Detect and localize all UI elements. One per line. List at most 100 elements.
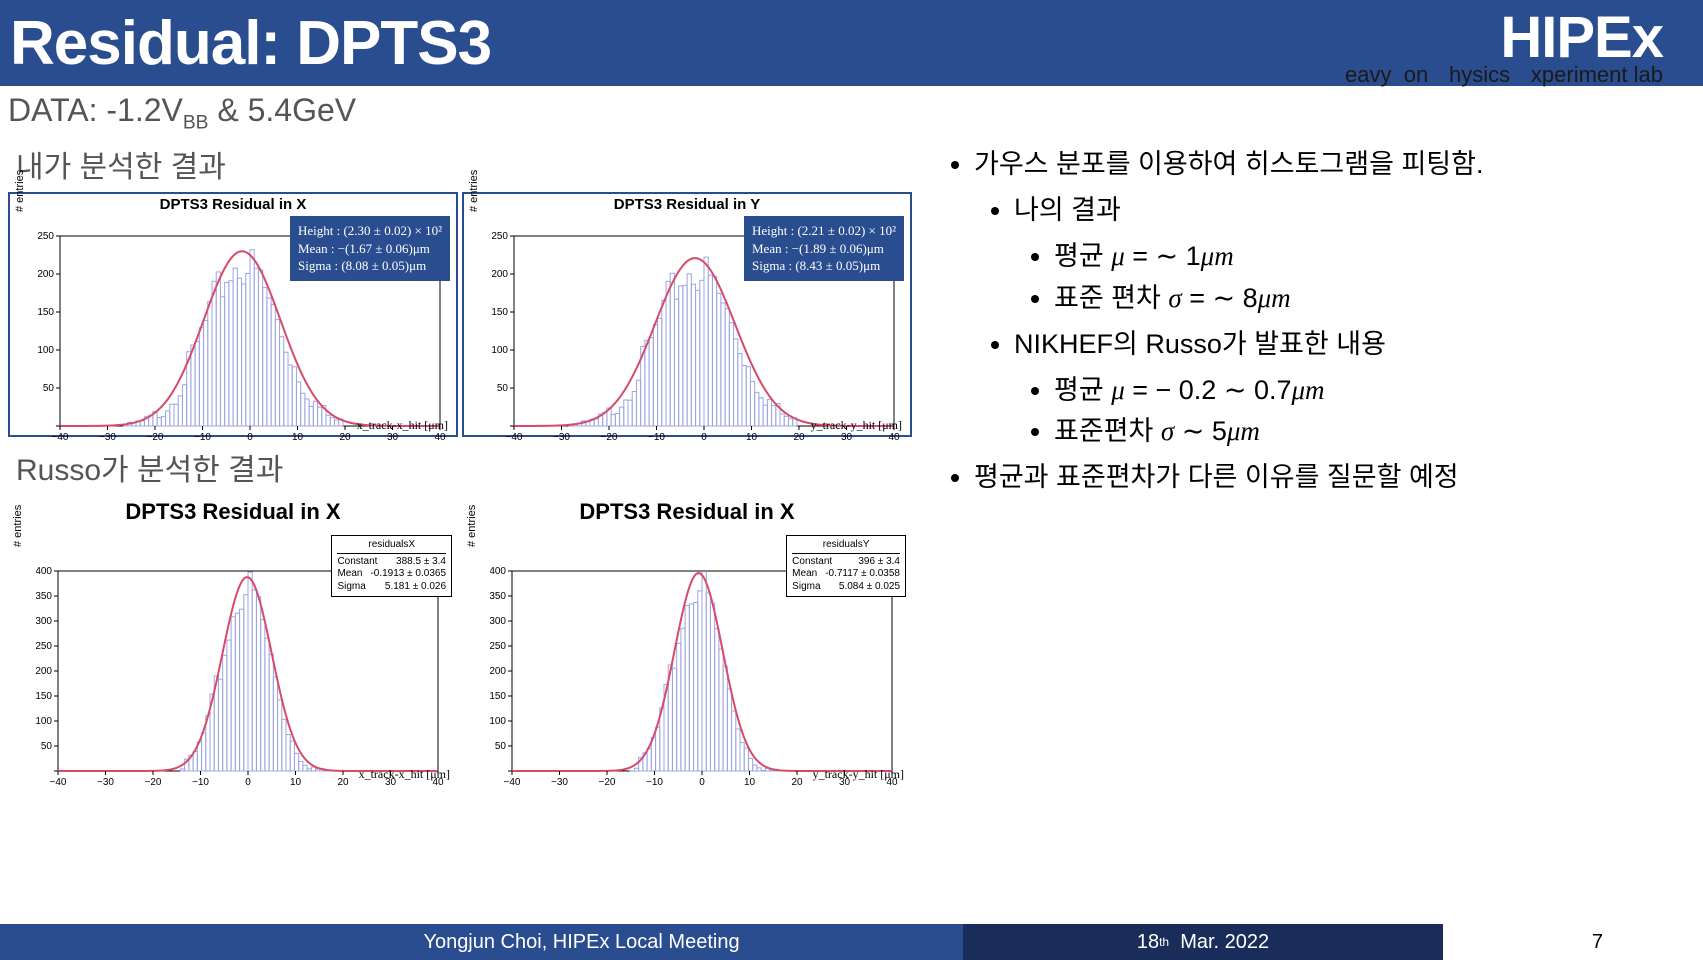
svg-text:−40: −40	[50, 777, 67, 788]
svg-text:100: 100	[490, 716, 506, 727]
svg-text:−10: −10	[194, 432, 211, 443]
svg-text:200: 200	[36, 666, 52, 677]
footer-page: 7	[1443, 924, 1703, 960]
svg-text:200: 200	[490, 666, 506, 677]
svg-text:350: 350	[490, 591, 506, 602]
svg-text:−20: −20	[601, 432, 618, 443]
bullet-1b2: 표준편차 σ ∼ 5μm	[1054, 411, 1673, 453]
svg-text:400: 400	[490, 566, 506, 577]
svg-text:200: 200	[492, 269, 508, 280]
svg-text:150: 150	[36, 691, 52, 702]
bullet-2: 평균과 표준편차가 다른 이유를 질문할 예정	[974, 457, 1673, 499]
svg-text:20: 20	[791, 777, 803, 788]
chart-title: DPTS3 Residual in Y	[464, 196, 910, 213]
svg-text:0: 0	[245, 777, 251, 788]
fit-results-box: Height : (2.21 ± 0.02) × 10²Mean : −(1.8…	[744, 216, 904, 281]
svg-text:50: 50	[495, 741, 507, 752]
bullet-1b1: 평균 μ = − 0.2 ∼ 0.7μm	[1054, 370, 1673, 412]
x-axis-label: x_track-x_hit [μm]	[359, 767, 450, 782]
svg-text:−30: −30	[551, 777, 568, 788]
y-axis-label: # entries	[14, 170, 26, 212]
x-axis-label: y_track-y_hit [μm]	[811, 418, 902, 433]
bullet-1a: 나의 결과	[1014, 190, 1673, 232]
svg-text:−30: −30	[97, 777, 114, 788]
x-axis-label: y_track-y_hit [μm]	[813, 767, 904, 782]
charts-column: 내가 분석한 결과 DPTS3 Residual in X# entries−4…	[0, 134, 920, 784]
bullet-1: 가우스 분포를 이용하여 히스토그램을 피팅함.	[974, 144, 1673, 186]
svg-text:50: 50	[43, 383, 55, 394]
svg-text:100: 100	[492, 345, 508, 356]
my-chart-row: DPTS3 Residual in X# entries−40−30−20−10…	[8, 192, 920, 437]
svg-text:50: 50	[41, 741, 53, 752]
notes-column: 가우스 분포를 이용하여 히스토그램을 피팅함. 나의 결과 평균 μ = ∼ …	[920, 134, 1703, 784]
logo-subtitle: Heavy Ion Physics Experiment lab	[1329, 62, 1663, 88]
bullet-1a1: 평균 μ = ∼ 1μm	[1054, 236, 1673, 278]
svg-text:30: 30	[387, 432, 399, 443]
russo-chart: # entries−40−30−20−100102030405010015020…	[462, 529, 912, 784]
svg-text:−10: −10	[648, 432, 665, 443]
svg-text:20: 20	[337, 777, 349, 788]
svg-text:−10: −10	[192, 777, 209, 788]
svg-text:−40: −40	[52, 432, 69, 443]
chart-title: DPTS3 Residual in X	[10, 196, 456, 213]
lab-logo: HIPEx Heavy Ion Physics Experiment lab	[1329, 12, 1663, 88]
svg-text:−20: −20	[147, 432, 164, 443]
y-axis-label: # entries	[468, 170, 480, 212]
russo-title-y: DPTS3 Residual in X	[462, 499, 912, 525]
fit-results-box: Height : (2.30 ± 0.02) × 10²Mean : −(1.6…	[290, 216, 450, 281]
svg-text:0: 0	[699, 777, 705, 788]
my-chart: DPTS3 Residual in Y# entries−40−30−20−10…	[462, 192, 912, 437]
data-conditions: DATA: -1.2VBB & 5.4GeV	[0, 86, 1703, 134]
svg-text:−30: −30	[99, 432, 116, 443]
svg-text:250: 250	[38, 231, 54, 242]
svg-text:150: 150	[492, 307, 508, 318]
bullet-1b: NIKHEF의 Russo가 발표한 내용	[1014, 324, 1673, 366]
slide-title: Residual: DPTS3	[10, 8, 491, 79]
svg-text:150: 150	[38, 307, 54, 318]
bullet-list: 가우스 분포를 이용하여 히스토그램을 피팅함. 나의 결과 평균 μ = ∼ …	[940, 144, 1673, 499]
svg-text:40: 40	[434, 432, 446, 443]
stats-box: residualsXConstant388.5 ± 3.4Mean-0.1913…	[331, 535, 452, 597]
svg-text:300: 300	[490, 616, 506, 627]
russo-chart-row: # entries−40−30−20−100102030405010015020…	[8, 525, 920, 784]
footer-date: 18th Mar. 2022	[963, 924, 1443, 960]
svg-text:10: 10	[290, 777, 302, 788]
svg-text:10: 10	[292, 432, 304, 443]
y-axis-label: # entries	[12, 505, 24, 547]
y-axis-label: # entries	[466, 505, 478, 547]
svg-text:150: 150	[490, 691, 506, 702]
svg-text:−40: −40	[506, 432, 523, 443]
bullet-1a2: 표준 편차 σ = ∼ 8μm	[1054, 278, 1673, 320]
svg-text:100: 100	[36, 716, 52, 727]
footer-spacer	[0, 924, 200, 960]
svg-text:200: 200	[38, 269, 54, 280]
svg-text:0: 0	[701, 432, 707, 443]
svg-text:−20: −20	[145, 777, 162, 788]
svg-text:300: 300	[36, 616, 52, 627]
footer-author: Yongjun Choi, HIPEx Local Meeting	[200, 924, 963, 960]
footer: Yongjun Choi, HIPEx Local Meeting 18th M…	[0, 924, 1703, 960]
svg-text:250: 250	[490, 641, 506, 652]
svg-text:−40: −40	[504, 777, 521, 788]
svg-text:20: 20	[339, 432, 351, 443]
svg-text:100: 100	[38, 345, 54, 356]
svg-text:40: 40	[888, 432, 900, 443]
russo-titles: DPTS3 Residual in X DPTS3 Residual in X	[8, 499, 920, 525]
svg-text:10: 10	[744, 777, 756, 788]
section-my-label: 내가 분석한 결과	[8, 134, 920, 192]
svg-text:30: 30	[841, 432, 853, 443]
x-axis-label: x_track-x_hit [μm]	[357, 418, 448, 433]
svg-text:20: 20	[793, 432, 805, 443]
logo-main: HIPEx	[1329, 12, 1663, 64]
stats-box: residualsYConstant396 ± 3.4Mean-0.7117 ±…	[786, 535, 906, 597]
russo-title-x: DPTS3 Residual in X	[8, 499, 458, 525]
russo-chart: # entries−40−30−20−100102030405010015020…	[8, 529, 458, 784]
svg-text:10: 10	[746, 432, 758, 443]
svg-text:−20: −20	[599, 777, 616, 788]
svg-text:50: 50	[497, 383, 509, 394]
svg-text:400: 400	[36, 566, 52, 577]
my-chart: DPTS3 Residual in X# entries−40−30−20−10…	[8, 192, 458, 437]
svg-text:0: 0	[247, 432, 253, 443]
svg-text:−10: −10	[646, 777, 663, 788]
svg-text:−30: −30	[553, 432, 570, 443]
